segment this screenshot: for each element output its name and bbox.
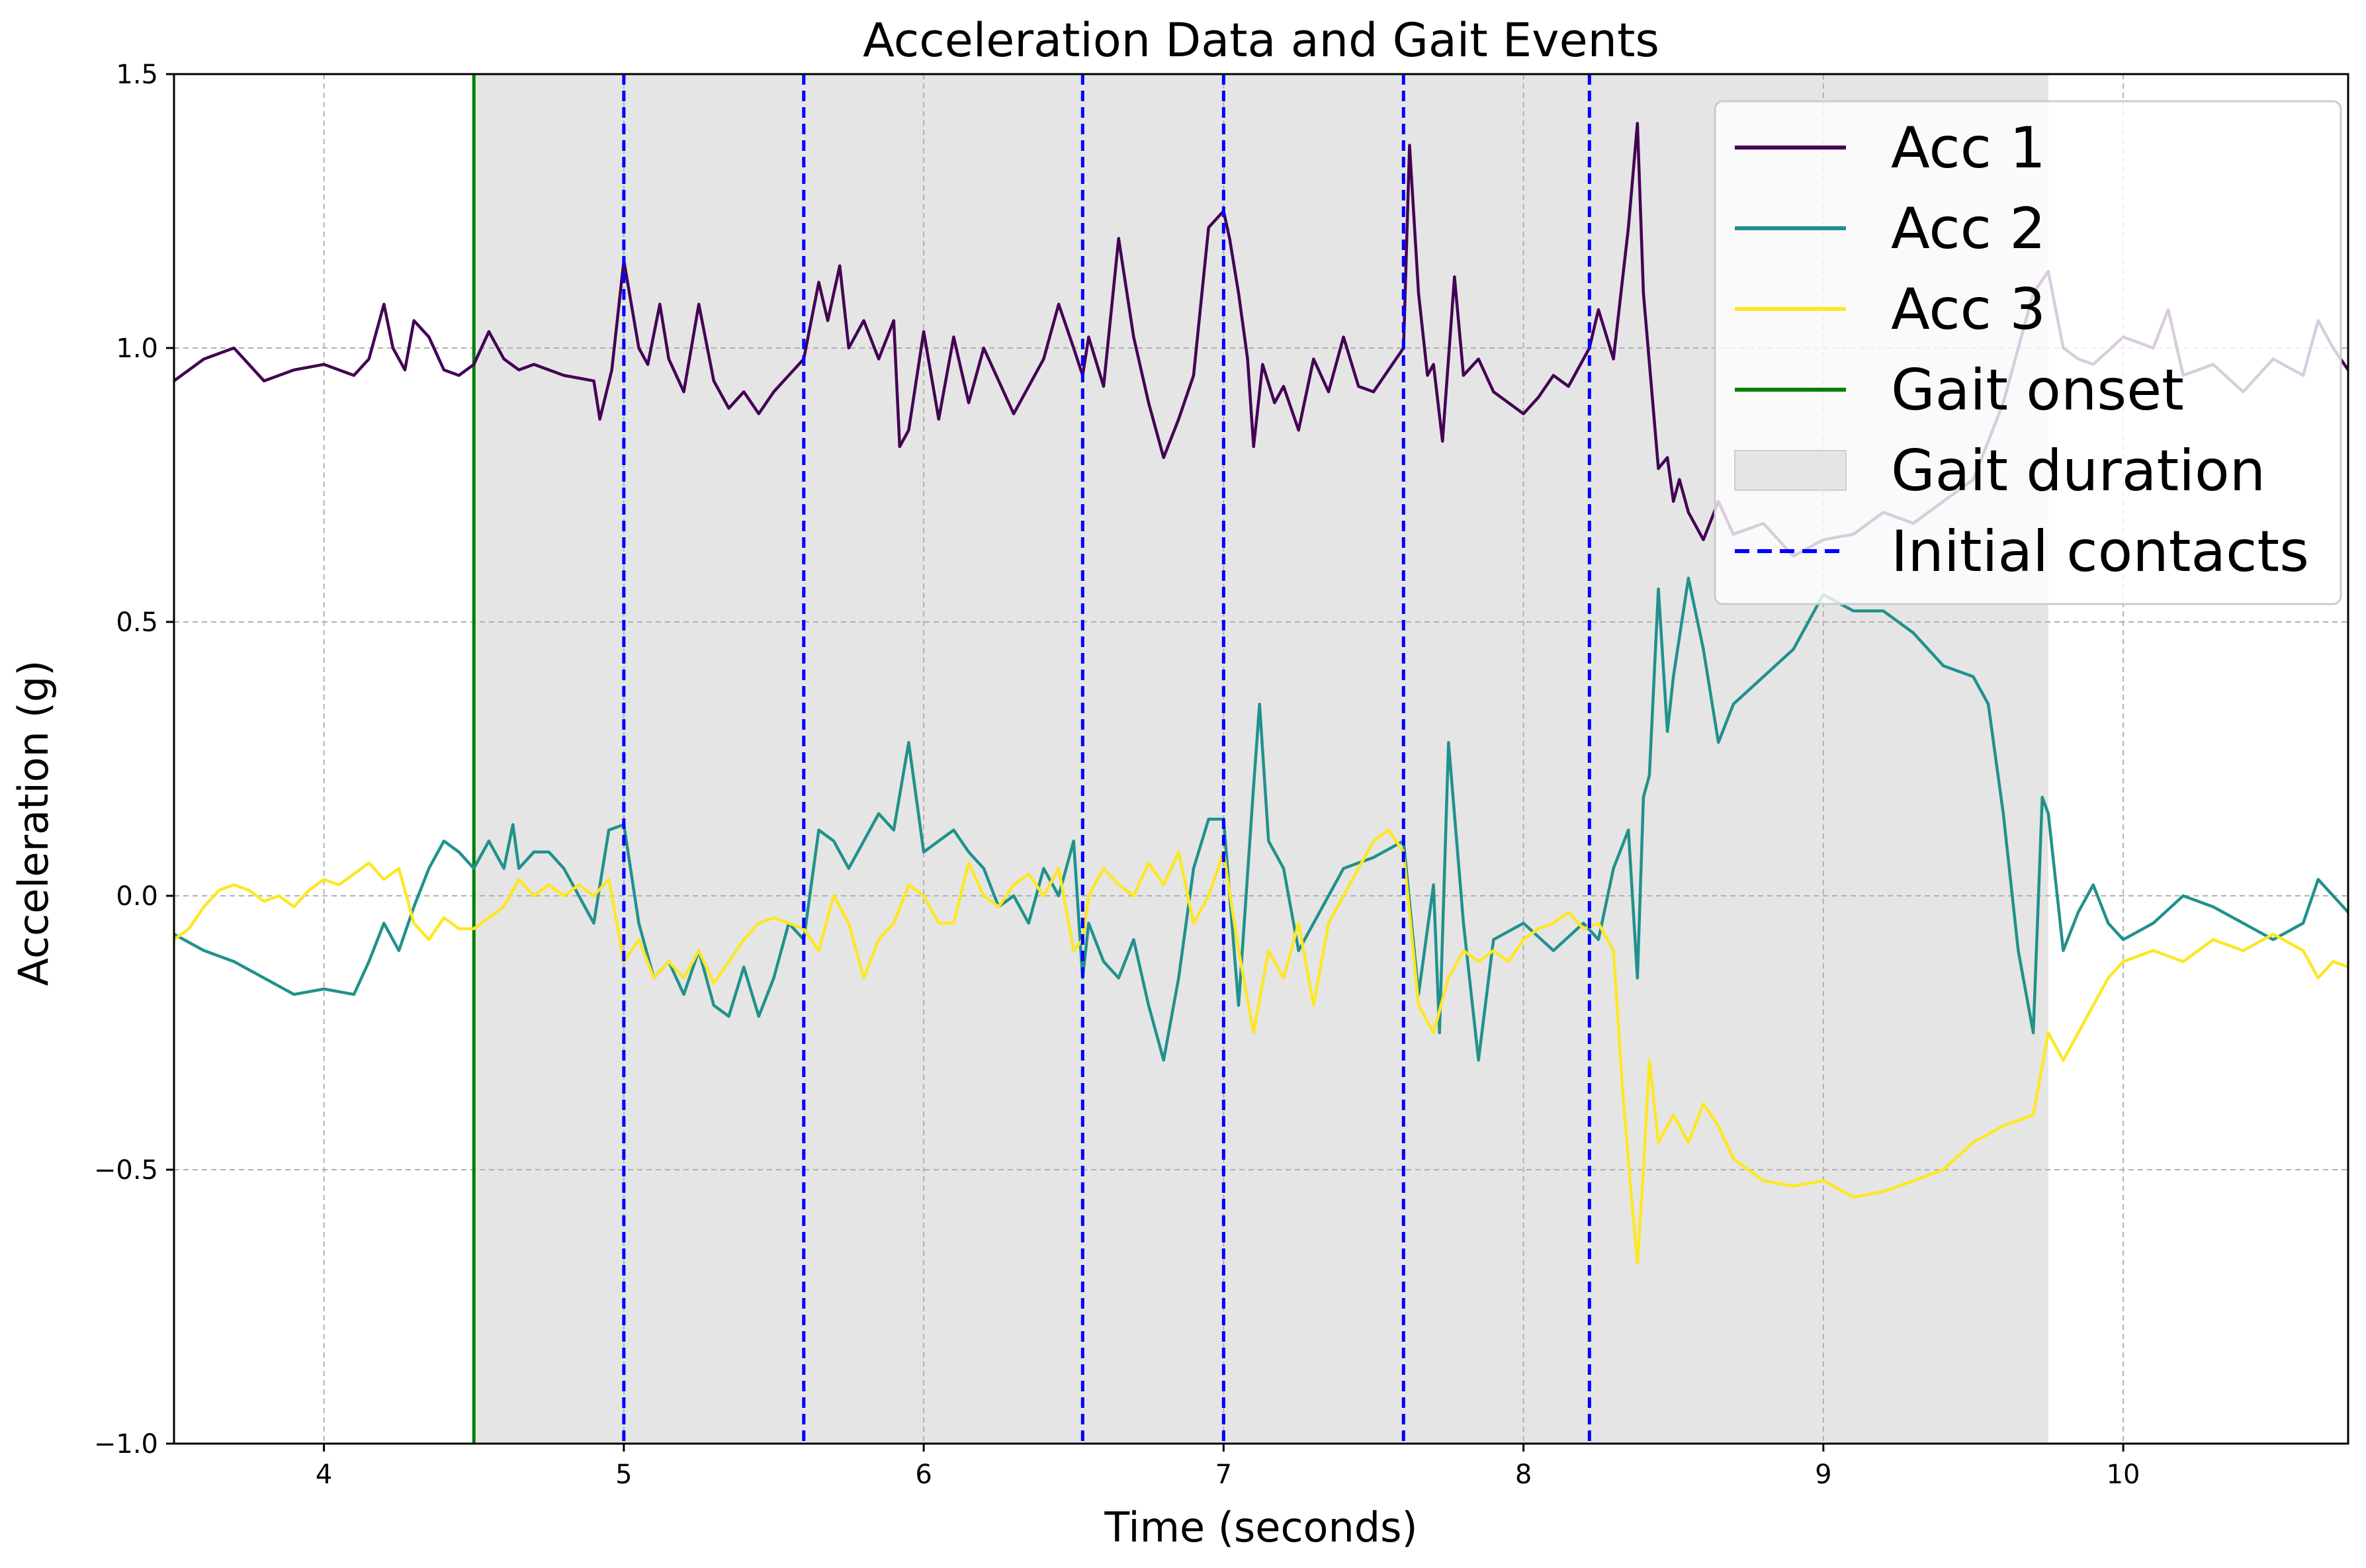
legend-label-acc2: Acc 2 (1891, 196, 2046, 262)
y-tick-label: −1.0 (94, 1429, 158, 1459)
legend-box (1714, 100, 2342, 605)
axes-frame: 4 5 6 7 8 9 10 −1.0 −0.5 0.0 0.5 1.0 1.5 (94, 60, 2349, 1490)
legend-label-contacts: Initial contacts (1891, 519, 2309, 585)
y-axis-title: Acceleration (g) (9, 660, 58, 986)
x-tick-label: 6 (915, 1459, 932, 1490)
series-line-acc2 (174, 576, 2348, 1062)
series-line-acc3 (174, 828, 2348, 1265)
y-tick-label: 0.0 (116, 881, 158, 912)
x-tick-label: 5 (615, 1459, 632, 1490)
x-tick-label: 4 (316, 1459, 332, 1490)
axes-border (173, 73, 2349, 1445)
y-tick-label: 1.0 (116, 333, 158, 364)
x-tick-label: 7 (1215, 1459, 1232, 1490)
legend-label-onset: Gait onset (1891, 357, 2184, 423)
legend-handle-duration (1734, 450, 1847, 491)
x-axis-title: Time (seconds) (1104, 1503, 1417, 1551)
legend-label-acc1: Acc 1 (1891, 115, 2046, 181)
x-tick-label: 9 (1815, 1459, 1831, 1490)
y-tick-label: 1.5 (116, 60, 158, 90)
y-tick-label: −0.5 (94, 1155, 158, 1186)
legend-label-duration: Gait duration (1891, 438, 2265, 504)
x-tick-label: 10 (2107, 1459, 2140, 1490)
legend: Acc 1 Acc 2 Acc 3 Gait onset Gait duration In… (1714, 100, 2342, 605)
y-tick-label: 0.5 (116, 607, 158, 638)
chart-title: Acceleration Data and Gait Events (863, 13, 1659, 67)
x-tick-label: 8 (1515, 1459, 1532, 1490)
legend-label-acc3: Acc 3 (1891, 277, 2046, 343)
